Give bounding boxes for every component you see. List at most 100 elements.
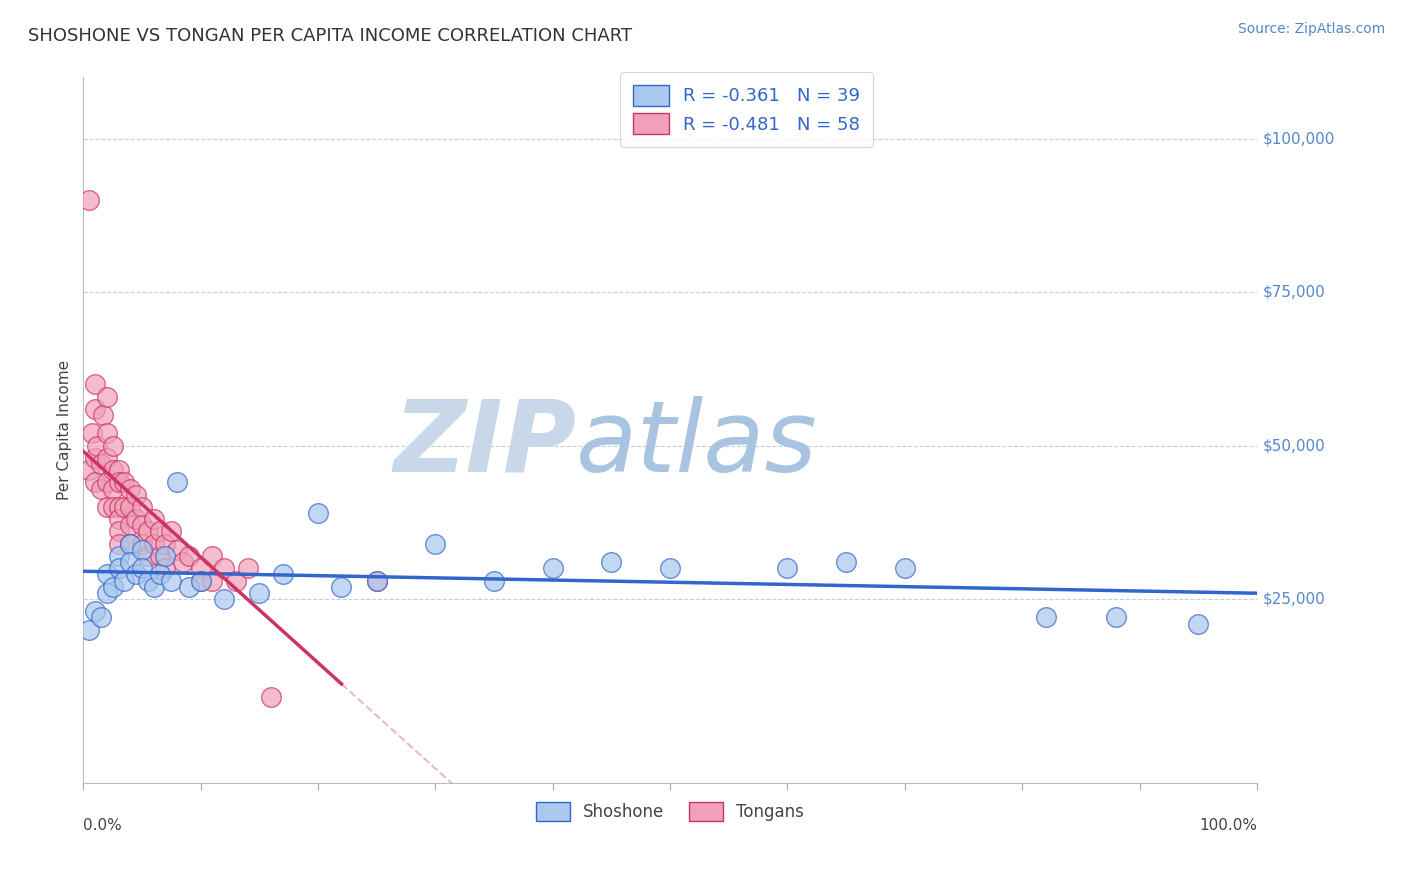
Point xyxy=(112,574,135,588)
Point xyxy=(96,450,118,465)
Text: 0.0%: 0.0% xyxy=(83,818,122,833)
Point xyxy=(77,193,100,207)
Point xyxy=(77,623,100,637)
Point xyxy=(177,580,200,594)
Point xyxy=(236,561,259,575)
Text: SHOSHONE VS TONGAN PER CAPITA INCOME CORRELATION CHART: SHOSHONE VS TONGAN PER CAPITA INCOME COR… xyxy=(28,27,633,45)
Point xyxy=(155,537,177,551)
Point xyxy=(835,555,858,569)
Point xyxy=(84,401,107,416)
Legend: Shoshone, Tongans: Shoshone, Tongans xyxy=(526,792,814,831)
Point xyxy=(101,500,124,514)
Point xyxy=(101,439,124,453)
Point xyxy=(84,450,107,465)
Point xyxy=(77,463,100,477)
Point xyxy=(120,518,142,533)
Point xyxy=(107,512,129,526)
Point xyxy=(201,574,224,588)
Point xyxy=(136,549,159,563)
Point xyxy=(131,518,153,533)
Point xyxy=(101,482,124,496)
Point xyxy=(90,482,112,496)
Point xyxy=(90,457,112,471)
Point xyxy=(96,586,118,600)
Point xyxy=(190,574,212,588)
Point xyxy=(894,561,917,575)
Point xyxy=(225,574,247,588)
Y-axis label: Per Capita Income: Per Capita Income xyxy=(58,360,72,500)
Point xyxy=(172,555,194,569)
Point xyxy=(107,475,129,490)
Point xyxy=(86,439,108,453)
Point xyxy=(120,482,142,496)
Point xyxy=(112,475,135,490)
Point xyxy=(201,549,224,563)
Point xyxy=(131,500,153,514)
Point xyxy=(166,475,188,490)
Point xyxy=(148,567,170,582)
Point xyxy=(212,561,235,575)
Text: Source: ZipAtlas.com: Source: ZipAtlas.com xyxy=(1237,22,1385,37)
Text: $50,000: $50,000 xyxy=(1263,438,1326,453)
Point xyxy=(425,537,447,551)
Point xyxy=(131,561,153,575)
Point xyxy=(166,542,188,557)
Point xyxy=(96,475,118,490)
Point xyxy=(160,524,183,539)
Point xyxy=(247,586,270,600)
Point xyxy=(155,549,177,563)
Point xyxy=(107,463,129,477)
Point xyxy=(177,549,200,563)
Point xyxy=(659,561,682,575)
Point xyxy=(142,537,165,551)
Point xyxy=(776,561,799,575)
Point xyxy=(271,567,294,582)
Point xyxy=(120,500,142,514)
Point xyxy=(1187,616,1209,631)
Point xyxy=(107,549,129,563)
Point xyxy=(120,537,142,551)
Text: atlas: atlas xyxy=(576,396,818,493)
Point xyxy=(125,512,148,526)
Point xyxy=(107,524,129,539)
Point xyxy=(155,561,177,575)
Point xyxy=(80,426,103,441)
Point xyxy=(120,555,142,569)
Point xyxy=(160,574,183,588)
Point xyxy=(96,390,118,404)
Point xyxy=(125,567,148,582)
Text: 100.0%: 100.0% xyxy=(1199,818,1257,833)
Point xyxy=(107,500,129,514)
Point xyxy=(366,574,388,588)
Point xyxy=(96,567,118,582)
Point xyxy=(120,537,142,551)
Point xyxy=(131,542,153,557)
Point xyxy=(600,555,623,569)
Point xyxy=(1105,610,1128,624)
Point xyxy=(212,592,235,607)
Point xyxy=(84,475,107,490)
Text: ZIP: ZIP xyxy=(394,396,576,493)
Point xyxy=(190,574,212,588)
Point xyxy=(142,512,165,526)
Point xyxy=(1035,610,1057,624)
Point xyxy=(307,506,329,520)
Point xyxy=(148,549,170,563)
Point xyxy=(148,524,170,539)
Point xyxy=(366,574,388,588)
Point xyxy=(260,690,283,705)
Point xyxy=(107,537,129,551)
Point xyxy=(125,488,148,502)
Point xyxy=(84,377,107,392)
Point xyxy=(541,561,564,575)
Point xyxy=(482,574,505,588)
Text: $75,000: $75,000 xyxy=(1263,285,1326,300)
Point xyxy=(107,561,129,575)
Point xyxy=(330,580,353,594)
Point xyxy=(101,463,124,477)
Point xyxy=(136,524,159,539)
Point xyxy=(131,537,153,551)
Point xyxy=(96,500,118,514)
Point xyxy=(84,604,107,618)
Point xyxy=(90,610,112,624)
